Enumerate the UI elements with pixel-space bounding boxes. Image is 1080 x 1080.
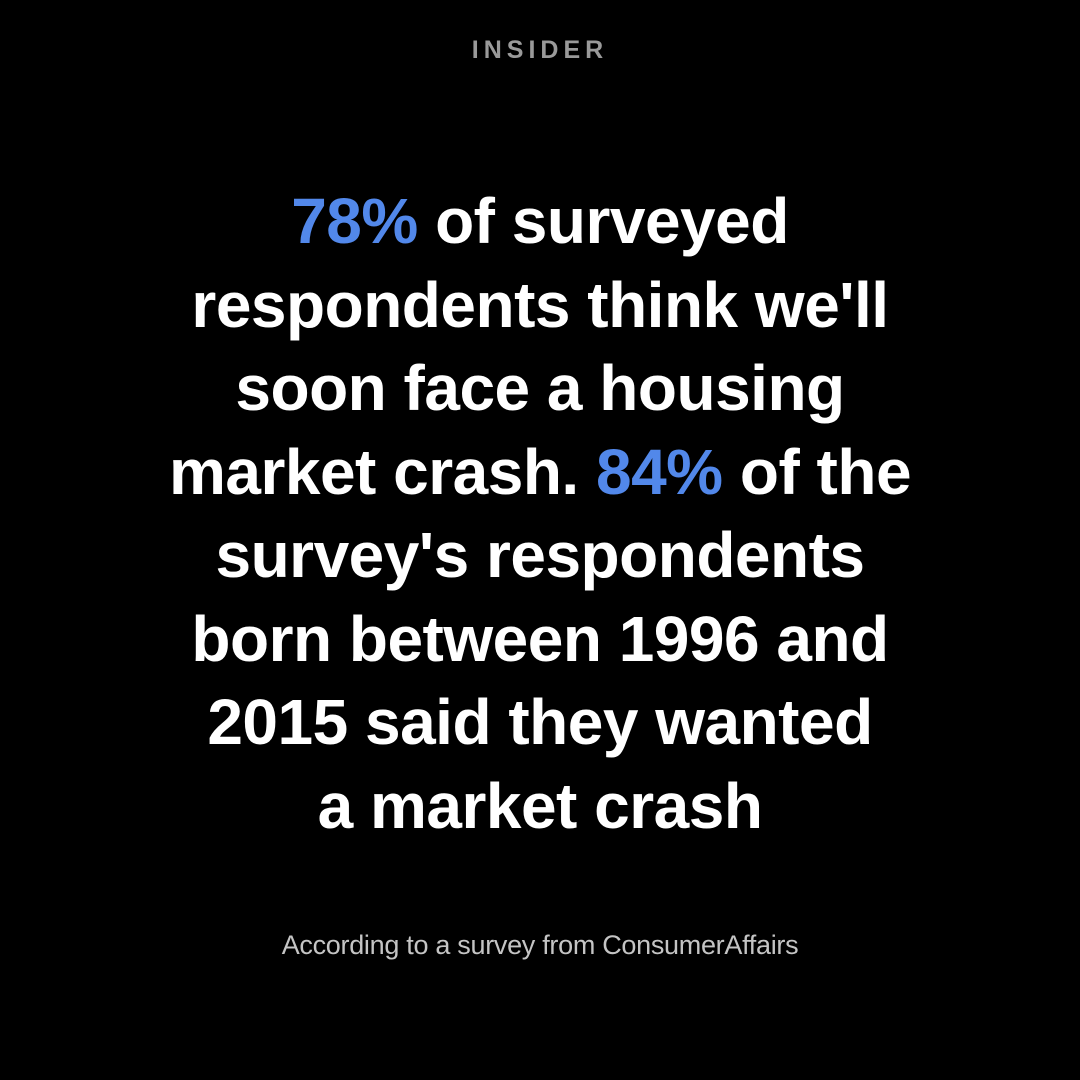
headline-text: soon face a housing: [235, 352, 845, 424]
headline-text: survey's respondents: [215, 519, 865, 591]
headline-line: market crash. 84% of the: [0, 431, 1080, 515]
highlight-stat: 84%: [595, 435, 723, 508]
headline-text: 2015 said they wanted: [207, 686, 873, 758]
brand-logo: INSIDER: [471, 36, 609, 64]
headline-text: a market crash: [317, 769, 763, 842]
source-note: According to a survey from ConsumerAffai…: [281, 930, 799, 960]
headline-line: soon face a housing: [0, 347, 1080, 431]
highlight-stat: 78%: [291, 185, 418, 257]
headline-line: a market crash: [0, 765, 1080, 849]
headline-text: market crash.: [168, 435, 596, 508]
headline-text: respondents think we'll: [191, 268, 889, 341]
headline-line: survey's respondents: [0, 514, 1080, 598]
headline-line: 2015 said they wanted: [0, 681, 1080, 765]
headline: 78% of surveyed respondents think we'll so…: [0, 180, 1080, 848]
headline-line: respondents think we'll: [0, 264, 1080, 348]
headline-line: 78% of surveyed: [0, 180, 1080, 264]
headline-line: born between 1996 and: [0, 598, 1080, 682]
headline-text: of surveyed: [417, 185, 789, 257]
headline-text: of the: [722, 435, 912, 508]
headline-text: born between 1996 and: [191, 602, 889, 675]
